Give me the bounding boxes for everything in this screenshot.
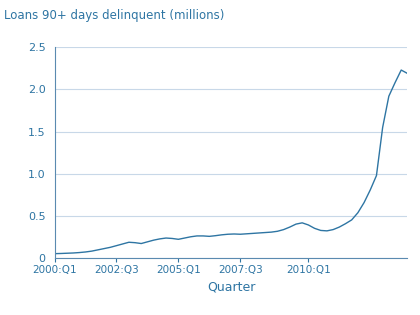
Text: Loans 90+ days delinquent (millions): Loans 90+ days delinquent (millions) bbox=[4, 9, 225, 22]
X-axis label: Quarter: Quarter bbox=[207, 281, 255, 294]
